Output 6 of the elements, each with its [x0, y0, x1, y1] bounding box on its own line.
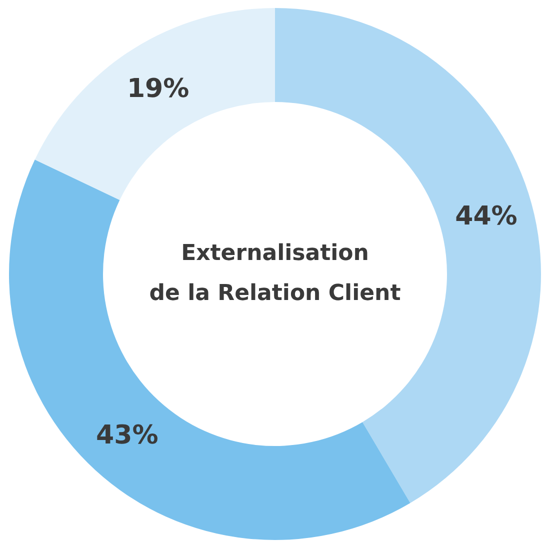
- donut-slice: [34, 8, 275, 200]
- data-label: 43%: [96, 420, 158, 451]
- data-label: 19%: [126, 74, 190, 104]
- data-label: 44%: [455, 201, 518, 232]
- donut-slice: [10, 160, 410, 540]
- text: Externalisation de la Relation Client: [148, 240, 402, 308]
